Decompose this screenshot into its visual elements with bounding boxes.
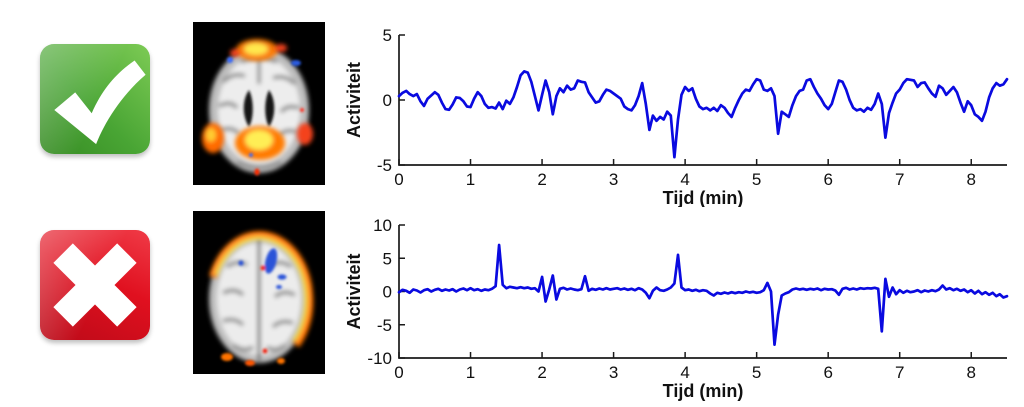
x-tick-label: 4 bbox=[680, 170, 689, 189]
x-tick-label: 0 bbox=[394, 363, 403, 382]
x-tick-label: 1 bbox=[466, 170, 475, 189]
x-tick-label: 6 bbox=[823, 363, 832, 382]
x-tick-label: 0 bbox=[394, 170, 403, 189]
x-tick-label: 1 bbox=[466, 363, 475, 382]
axis-lines bbox=[398, 35, 1007, 166]
brain-scan-bad bbox=[193, 211, 325, 374]
cross-glyph bbox=[53, 243, 137, 327]
y-tick-label: -10 bbox=[367, 349, 392, 368]
x-tick-label: 2 bbox=[537, 170, 546, 189]
y-axis-title: Activiteit bbox=[344, 62, 364, 138]
x-tick-label: 5 bbox=[752, 170, 761, 189]
x-tick-label: 5 bbox=[752, 363, 761, 382]
x-tick-label: 3 bbox=[609, 363, 618, 382]
x-tick-label: 6 bbox=[823, 170, 832, 189]
brain-scan-bad-image bbox=[193, 211, 325, 374]
brain-scan-good bbox=[193, 22, 325, 185]
cross-icon bbox=[40, 230, 150, 340]
x-tick-label: 8 bbox=[967, 363, 976, 382]
check-icon bbox=[40, 44, 150, 154]
y-tick-label: 0 bbox=[383, 91, 392, 110]
signal-line bbox=[397, 70, 1009, 159]
signal-line bbox=[397, 243, 1009, 347]
brain-scan-good-image bbox=[193, 22, 325, 185]
x-axis-title: Tijd (min) bbox=[663, 188, 744, 207]
check-glyph bbox=[54, 60, 146, 145]
y-tick-label: 0 bbox=[383, 283, 392, 302]
x-tick-label: 8 bbox=[967, 170, 976, 189]
y-tick-label: 5 bbox=[383, 26, 392, 45]
x-tick-label: 3 bbox=[609, 170, 618, 189]
x-tick-label: 2 bbox=[537, 363, 546, 382]
y-tick-label: 10 bbox=[373, 216, 392, 235]
y-axis-title: Activiteit bbox=[344, 253, 364, 329]
x-tick-label: 4 bbox=[680, 363, 689, 382]
x-tick-label: 7 bbox=[895, 170, 904, 189]
y-tick-label: -5 bbox=[377, 156, 392, 175]
x-axis-title: Tijd (min) bbox=[663, 381, 744, 401]
x-tick-label: 7 bbox=[895, 363, 904, 382]
y-tick-label: -5 bbox=[377, 316, 392, 335]
y-tick-label: 5 bbox=[383, 249, 392, 268]
